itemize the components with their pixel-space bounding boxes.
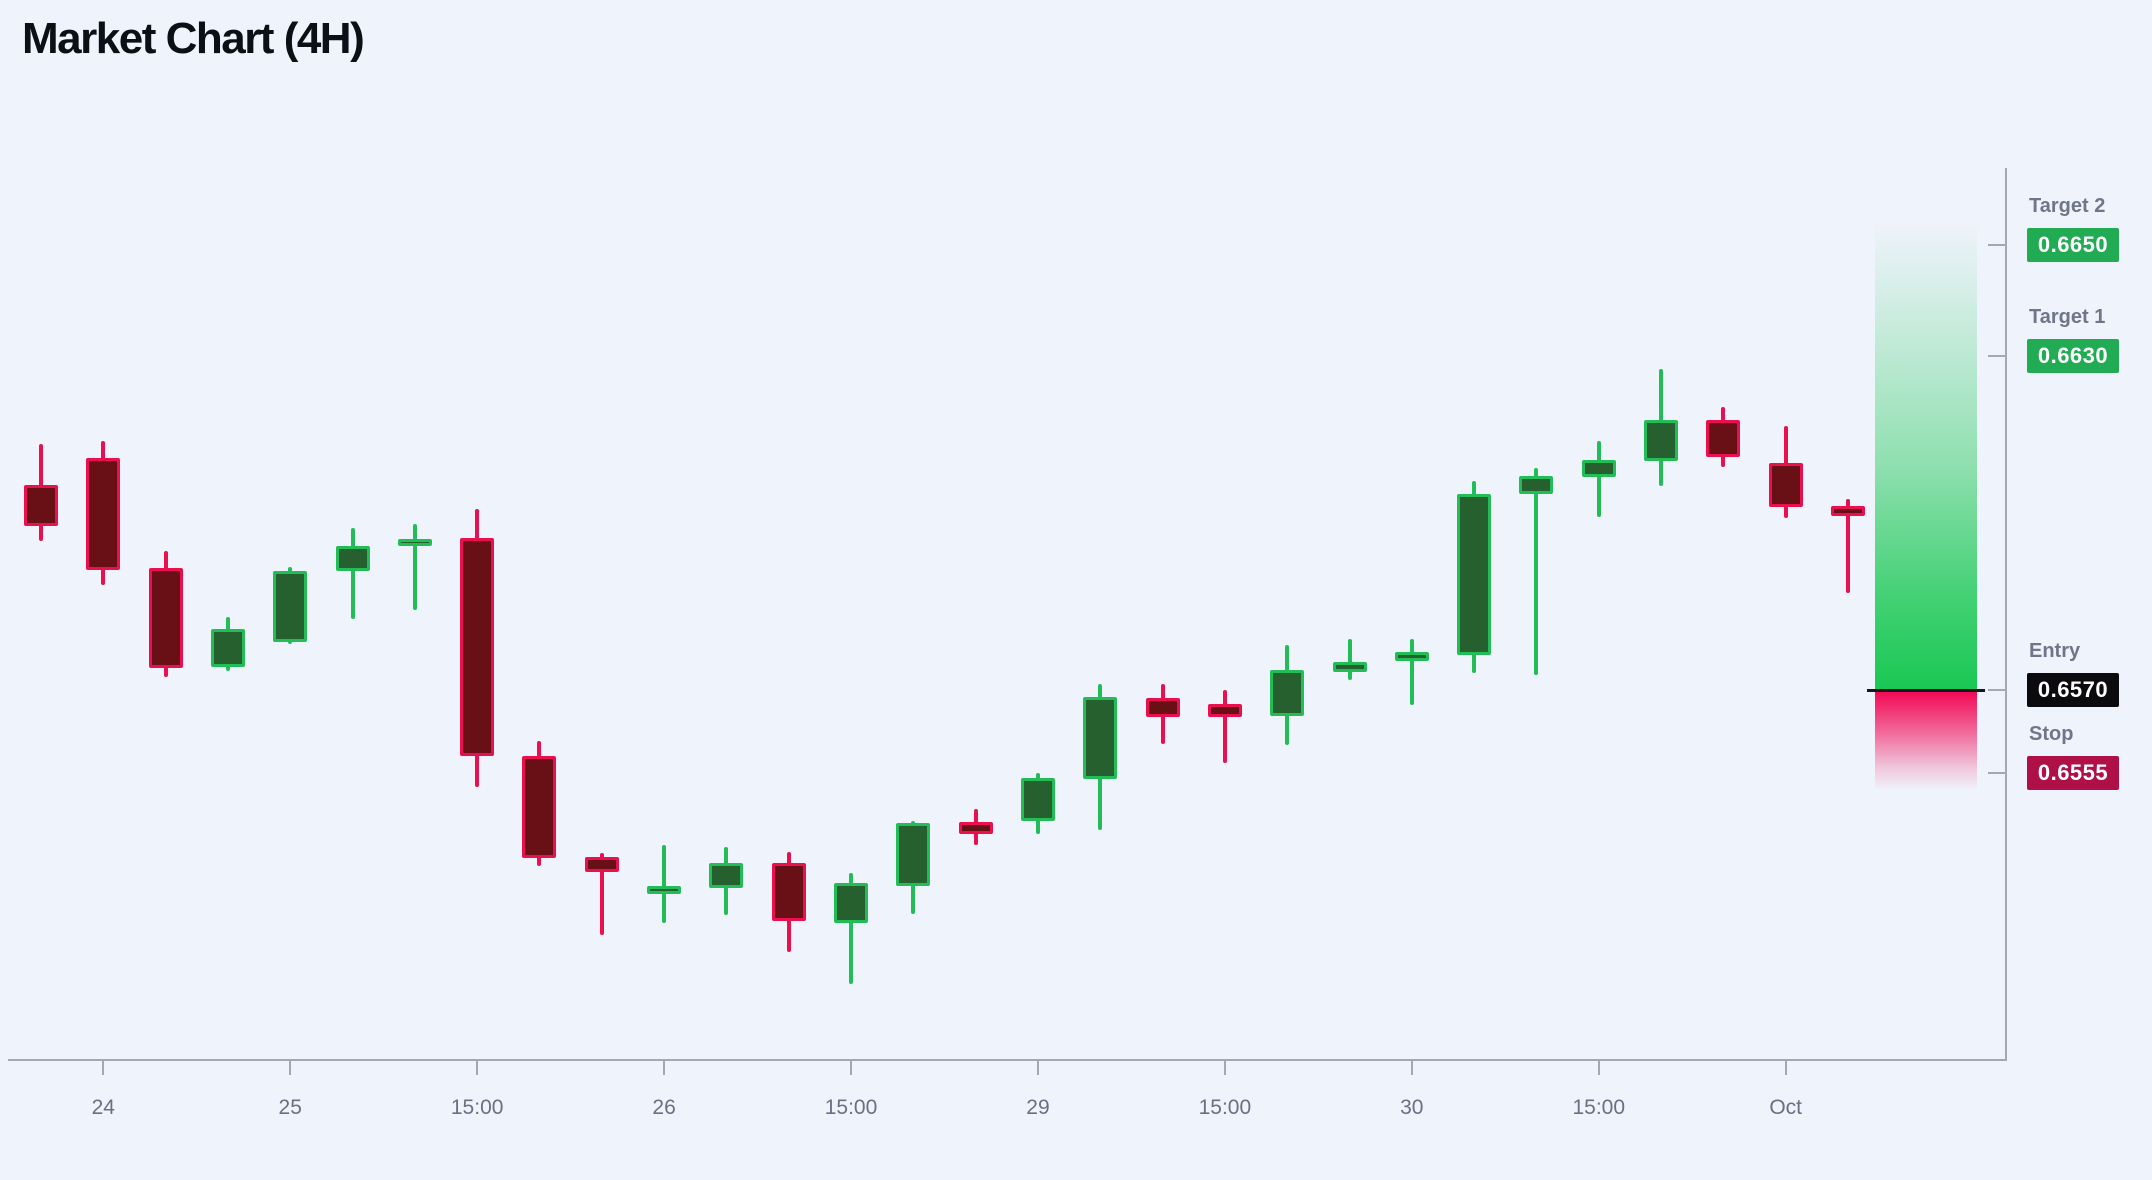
candle-wick [599,852,604,936]
candle-body-up [1083,697,1118,779]
x-axis-tick [850,1059,853,1075]
entry-tick [1988,689,2007,691]
x-axis-tick [1410,1059,1413,1075]
entry-price-badge: 0.6570 [2027,673,2119,707]
target-1-label: Target 1 [2029,306,2106,329]
x-axis-label: 26 [652,1096,676,1119]
target-2-tick [1988,244,2007,247]
stop-tick [1988,772,2007,775]
candle-body-down [1830,505,1865,516]
candle-body-up [1394,652,1429,662]
candle-body-down [584,857,619,873]
x-axis-label: 15:00 [450,1096,504,1119]
x-axis-label: 24 [91,1096,115,1119]
candle-body-up [397,538,432,546]
candle-wick [412,523,417,610]
x-axis-tick [1036,1059,1039,1075]
candle-body-up [273,571,308,643]
target-2-label: Target 2 [2029,195,2106,218]
x-axis-tick [1597,1059,1600,1075]
target-1-price-badge: 0.6630 [2027,339,2119,374]
target-2-price-badge: 0.6650 [2027,228,2119,263]
candle-wick [662,845,667,923]
x-axis-tick [476,1059,479,1075]
candle-body-down [522,756,557,858]
y-axis-line [2005,168,2007,1061]
x-axis-tick [102,1059,105,1075]
candle-body-down [148,567,183,668]
x-axis-label: Oct [1769,1096,1802,1119]
risk-zone-gradient [1875,692,1977,790]
x-axis-label: 30 [1400,1096,1424,1119]
candle-body-down [1768,462,1803,508]
candle-body-down [958,822,993,834]
x-axis-label: 15:00 [1198,1096,1252,1119]
target-1-tick [1988,355,2007,358]
x-axis-tick [663,1059,666,1075]
reward-zone-gradient [1875,223,1977,689]
entry-label: Entry [2029,640,2081,662]
candle-wick [350,527,355,619]
x-axis-label: 15:00 [824,1096,878,1119]
candle-wick [1596,440,1601,518]
candle-body-down [460,537,495,757]
candle-body-up [1270,669,1305,717]
candle-body-up [834,882,869,923]
candle-body-down [771,862,806,922]
candle-body-down [1145,697,1180,717]
candle-body-up [1644,419,1679,461]
candle-body-down [1207,703,1242,718]
candle-body-up [1332,662,1367,673]
candle-wick [1347,638,1352,680]
candle-body-down [1706,419,1741,458]
x-axis-tick [1784,1059,1787,1075]
x-axis-label: 29 [1026,1096,1050,1119]
candle-body-up [709,862,744,888]
candle-body-up [1581,459,1616,478]
page-title: Market Chart (4H) [22,14,365,63]
x-axis-tick [1223,1059,1226,1075]
candle-body-up [647,886,682,895]
x-axis-label: 25 [278,1096,302,1119]
candle-body-up [1020,777,1055,822]
candle-body-up [335,545,370,571]
stop-price-badge: 0.6555 [2027,756,2119,791]
candle-wick [1534,467,1539,675]
x-axis-label: 15:00 [1572,1096,1626,1119]
entry-price-line [1867,689,1985,692]
x-axis-tick [289,1059,292,1075]
candle-body-down [86,458,121,570]
candle-body-up [896,823,931,887]
candle-body-up [210,628,245,668]
candle-body-down [24,484,58,526]
stop-label: Stop [2029,723,2074,746]
x-axis-line [8,1059,2006,1061]
candle-wick [1409,638,1414,705]
candle-body-up [1519,475,1554,494]
candle-wick [849,872,854,985]
candle-wick [1222,690,1227,763]
candle-wick [1845,498,1850,593]
candle-body-up [1457,493,1492,655]
